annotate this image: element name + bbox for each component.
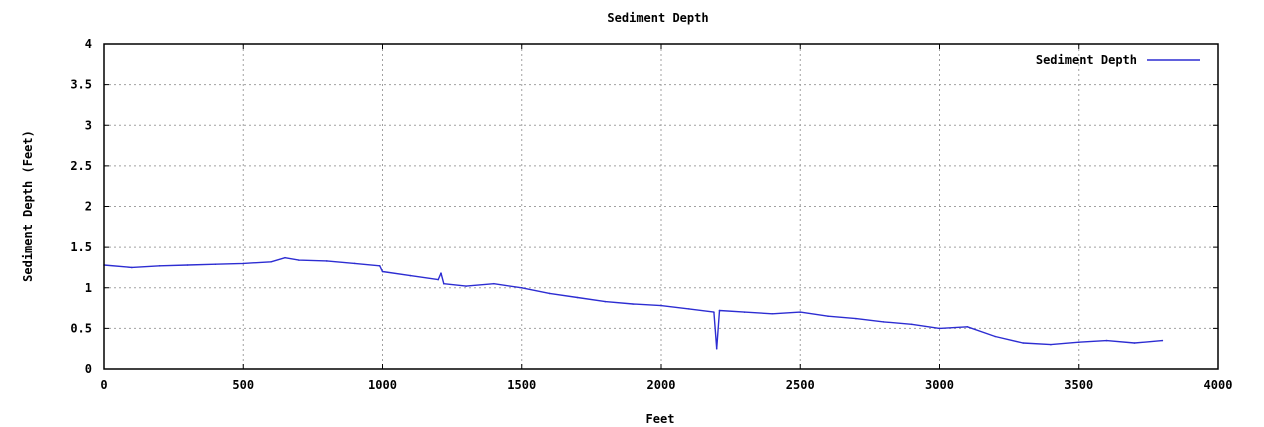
data-point bbox=[713, 311, 715, 313]
y-tick-label: 1 bbox=[85, 281, 92, 295]
x-tick-label: 500 bbox=[232, 378, 254, 392]
data-point bbox=[799, 311, 802, 313]
plot-area bbox=[103, 256, 1164, 350]
y-axis-label: Sediment Depth (Feet) bbox=[21, 130, 35, 282]
data-point bbox=[520, 286, 523, 289]
data-point bbox=[465, 285, 467, 287]
x-tick-label: 3000 bbox=[925, 378, 954, 392]
data-point bbox=[938, 327, 941, 330]
data-point bbox=[440, 272, 442, 274]
data-point bbox=[131, 266, 133, 269]
data-point bbox=[743, 311, 746, 313]
data-point bbox=[715, 347, 718, 350]
data-point bbox=[442, 282, 445, 285]
x-tick-label: 2000 bbox=[647, 378, 676, 392]
y-tick-label: 0 bbox=[85, 362, 92, 376]
x-tick-label: 1000 bbox=[368, 378, 397, 392]
data-point bbox=[632, 303, 634, 305]
x-tick-label: 4000 bbox=[1204, 378, 1233, 392]
chart-title: Sediment Depth bbox=[607, 11, 708, 25]
data-point bbox=[493, 282, 495, 285]
legend: Sediment Depth bbox=[1036, 53, 1200, 67]
data-point bbox=[1105, 339, 1108, 342]
data-point bbox=[994, 335, 996, 338]
x-tick-label: 1500 bbox=[507, 378, 536, 392]
x-tick-label: 3500 bbox=[1064, 378, 1093, 392]
y-tick-label: 3 bbox=[85, 118, 92, 132]
x-axis-label: Feet bbox=[646, 412, 675, 426]
y-tick-label: 3.5 bbox=[70, 78, 92, 92]
data-point bbox=[548, 292, 551, 295]
data-point bbox=[1050, 343, 1052, 346]
data-point bbox=[718, 309, 721, 312]
y-tick-label: 0.5 bbox=[70, 321, 92, 335]
data-point bbox=[576, 296, 579, 299]
data-point bbox=[910, 323, 913, 326]
data-point bbox=[604, 300, 607, 303]
data-point bbox=[1077, 341, 1080, 343]
x-tick-label: 0 bbox=[100, 378, 107, 392]
data-point bbox=[771, 312, 774, 315]
data-point bbox=[326, 260, 328, 262]
data-point bbox=[827, 315, 829, 317]
data-point bbox=[660, 304, 662, 307]
data-point bbox=[242, 262, 245, 265]
data-point bbox=[214, 263, 217, 265]
data-point bbox=[353, 262, 356, 265]
y-tick-label: 2.5 bbox=[70, 159, 92, 173]
axis-ticks: 0 500 1000 1500 2000 2500 3000 3500 4000 0 0.5 1 1.5… bbox=[70, 37, 1232, 392]
legend-label: Sediment Depth bbox=[1036, 53, 1137, 67]
data-point bbox=[883, 321, 885, 323]
data-point bbox=[298, 259, 300, 261]
data-point bbox=[1133, 342, 1136, 344]
data-point bbox=[437, 278, 440, 281]
data-point bbox=[381, 270, 384, 273]
x-tick-label: 2500 bbox=[786, 378, 815, 392]
data-point bbox=[378, 265, 381, 267]
data-point bbox=[1161, 339, 1164, 342]
y-tick-label: 1.5 bbox=[70, 240, 92, 254]
gridlines bbox=[104, 44, 1218, 369]
data-point bbox=[966, 325, 969, 328]
data-point bbox=[409, 274, 412, 277]
y-tick-label: 2 bbox=[85, 200, 92, 214]
data-point bbox=[270, 260, 272, 263]
data-point bbox=[284, 256, 286, 259]
data-point bbox=[855, 317, 857, 320]
plot-frame bbox=[103, 43, 1219, 370]
data-point bbox=[158, 265, 161, 267]
y-tick-label: 4 bbox=[85, 37, 92, 51]
data-point bbox=[688, 308, 690, 310]
data-point bbox=[186, 264, 189, 266]
data-point bbox=[1022, 342, 1024, 344]
